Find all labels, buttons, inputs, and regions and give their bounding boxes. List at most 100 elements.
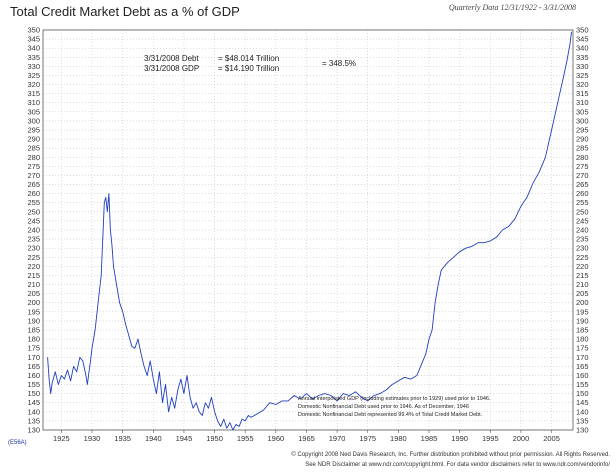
y-tick-label-left: 240 — [27, 226, 40, 235]
y-tick-label-right: 285 — [576, 144, 589, 153]
y-tick-label-left: 320 — [27, 80, 40, 89]
y-tick-label-right: 195 — [576, 307, 589, 316]
plot-frame — [42, 29, 574, 431]
y-tick-label-right: 130 — [576, 426, 589, 435]
y-tick-label-left: 325 — [27, 71, 40, 80]
x-tick-label: 1965 — [298, 434, 315, 443]
y-tick-label-left: 260 — [27, 189, 40, 198]
y-tick-label-right: 165 — [576, 362, 589, 371]
y-tick-label-left: 290 — [27, 135, 40, 144]
y-tick-label-right: 135 — [576, 416, 589, 425]
y-tick-label-left: 135 — [27, 416, 40, 425]
y-tick-label-left: 250 — [27, 207, 40, 216]
y-tick-label-left: 150 — [27, 389, 40, 398]
x-tick-label: 1955 — [237, 434, 254, 443]
y-tick-label-left: 315 — [27, 89, 40, 98]
y-tick-label-left: 210 — [27, 280, 40, 289]
y-tick-label-right: 210 — [576, 280, 589, 289]
x-tick-label: 1970 — [329, 434, 346, 443]
x-tick-label: 1985 — [421, 434, 438, 443]
y-tick-label-right: 250 — [576, 207, 589, 216]
y-tick-label-right: 240 — [576, 226, 589, 235]
y-tick-label-left: 275 — [27, 162, 40, 171]
y-tick-label-right: 295 — [576, 126, 589, 135]
y-tick-label-right: 265 — [576, 180, 589, 189]
chart-id: (E56A) — [8, 440, 27, 446]
disclaimer-text: See NDR Disclaimer at www.ndr.com/copyri… — [305, 462, 610, 468]
y-tick-label-left: 130 — [27, 426, 40, 435]
y-tick-label-left: 220 — [27, 262, 40, 271]
y-tick-label-right: 220 — [576, 262, 589, 271]
y-tick-label-left: 280 — [27, 153, 40, 162]
note-line-2: Domestic Nonfinancial Debt used prior to… — [298, 404, 469, 410]
copyright-text: © Copyright 2008 Ned Davis Research, Inc… — [291, 452, 610, 458]
y-tick-label-left: 310 — [27, 98, 40, 107]
y-tick-label-left: 185 — [27, 326, 40, 335]
y-tick-label-left: 350 — [27, 26, 40, 35]
y-tick-label-right: 335 — [576, 53, 589, 62]
y-tick-label-right: 235 — [576, 235, 589, 244]
x-tick-label: 1930 — [84, 434, 101, 443]
y-tick-label-right: 325 — [576, 71, 589, 80]
chart-subtitle: Quarterly Data 12/31/1922 - 3/31/2008 — [448, 3, 576, 12]
x-tick-label: 2005 — [543, 434, 560, 443]
y-tick-label-left: 205 — [27, 289, 40, 298]
y-tick-label-left: 155 — [27, 380, 40, 389]
y-axis-left: 1301351401451501551601651701751801851901… — [27, 26, 40, 435]
y-tick-label-left: 255 — [27, 198, 40, 207]
y-tick-label-right: 190 — [576, 316, 589, 325]
ratio-value: = 348.5% — [322, 59, 357, 68]
y-tick-label-left: 340 — [27, 44, 40, 53]
y-tick-label-left: 270 — [27, 171, 40, 180]
y-tick-label-right: 270 — [576, 171, 589, 180]
y-tick-label-right: 305 — [576, 107, 589, 116]
y-tick-label-right: 345 — [576, 35, 589, 44]
gdp-label: 3/31/2008 GDP — [144, 64, 200, 73]
y-tick-label-left: 190 — [27, 316, 40, 325]
y-tick-label-right: 200 — [576, 298, 589, 307]
y-tick-label-left: 200 — [27, 298, 40, 307]
y-tick-label-left: 330 — [27, 62, 40, 71]
y-tick-label-left: 300 — [27, 116, 40, 125]
y-tick-label-right: 175 — [576, 344, 589, 353]
y-tick-label-right: 180 — [576, 335, 589, 344]
grid — [43, 29, 573, 431]
y-tick-label-right: 150 — [576, 389, 589, 398]
y-tick-label-right: 145 — [576, 398, 589, 407]
y-tick-label-right: 290 — [576, 135, 589, 144]
y-tick-label-right: 330 — [576, 62, 589, 71]
gdp-value: = $14.190 Trillion — [218, 64, 280, 73]
y-tick-label-right: 230 — [576, 244, 589, 253]
y-tick-label-right: 320 — [576, 80, 589, 89]
x-tick-label: 1940 — [145, 434, 162, 443]
y-tick-label-right: 160 — [576, 371, 589, 380]
x-tick-label: 1980 — [390, 434, 407, 443]
y-tick-label-left: 225 — [27, 253, 40, 262]
x-tick-label: 1975 — [359, 434, 376, 443]
y-tick-label-left: 180 — [27, 335, 40, 344]
y-tick-label-right: 315 — [576, 89, 589, 98]
y-tick-label-right: 170 — [576, 353, 589, 362]
y-tick-label-right: 300 — [576, 116, 589, 125]
y-tick-label-right: 280 — [576, 153, 589, 162]
y-tick-label-right: 340 — [576, 44, 589, 53]
note-line-1: Annual interpolated GDP (including estim… — [298, 396, 491, 402]
y-tick-label-left: 160 — [27, 371, 40, 380]
y-tick-label-left: 335 — [27, 53, 40, 62]
y-tick-label-left: 265 — [27, 180, 40, 189]
y-tick-label-left: 345 — [27, 35, 40, 44]
note-line-3: Domestic Nonfinancial Debt represented 9… — [298, 412, 483, 418]
x-tick-label: 1935 — [114, 434, 131, 443]
y-tick-label-left: 170 — [27, 353, 40, 362]
x-tick-label: 1950 — [206, 434, 223, 443]
x-tick-label: 1995 — [482, 434, 499, 443]
y-tick-label-right: 155 — [576, 380, 589, 389]
y-tick-label-left: 230 — [27, 244, 40, 253]
x-tick-label: 1925 — [53, 434, 70, 443]
y-tick-label-right: 225 — [576, 253, 589, 262]
y-tick-label-left: 215 — [27, 271, 40, 280]
y-tick-label-left: 165 — [27, 362, 40, 371]
x-tick-label: 1990 — [451, 434, 468, 443]
x-tick-label: 2000 — [513, 434, 530, 443]
